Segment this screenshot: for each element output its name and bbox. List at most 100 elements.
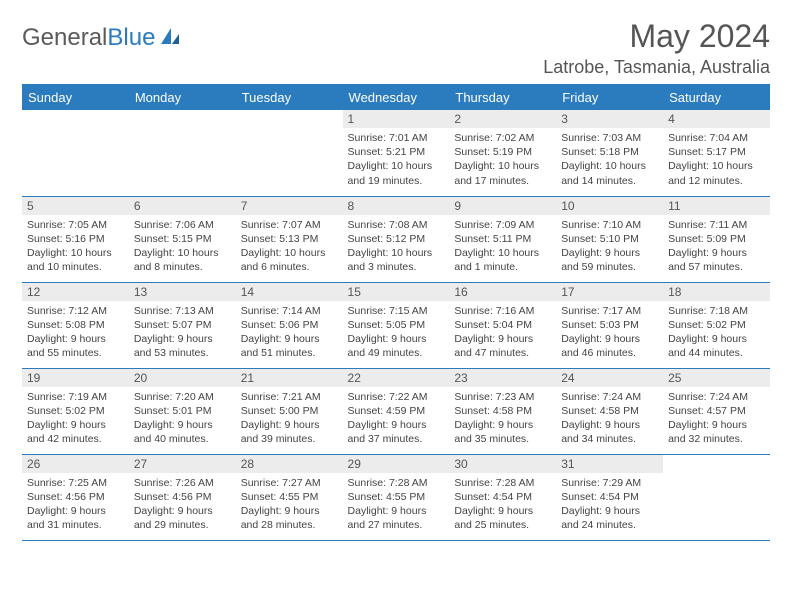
calendar-week: 26Sunrise: 7:25 AMSunset: 4:56 PMDayligh… xyxy=(22,454,770,540)
sunset-text: Sunset: 5:06 PM xyxy=(241,318,338,332)
day-info: Sunrise: 7:24 AMSunset: 4:58 PMDaylight:… xyxy=(556,387,663,451)
sunrise-text: Sunrise: 7:24 AM xyxy=(561,390,658,404)
col-monday: Monday xyxy=(129,85,236,111)
sunset-text: Sunset: 4:54 PM xyxy=(561,490,658,504)
sunset-text: Sunset: 4:56 PM xyxy=(27,490,124,504)
daylight-text: Daylight: 9 hours and 53 minutes. xyxy=(134,332,231,360)
sunset-text: Sunset: 5:01 PM xyxy=(134,404,231,418)
day-info: Sunrise: 7:14 AMSunset: 5:06 PMDaylight:… xyxy=(236,301,343,365)
daylight-text: Daylight: 9 hours and 42 minutes. xyxy=(27,418,124,446)
calendar-week: 5Sunrise: 7:05 AMSunset: 5:16 PMDaylight… xyxy=(22,196,770,282)
day-info: Sunrise: 7:16 AMSunset: 5:04 PMDaylight:… xyxy=(449,301,556,365)
day-info: Sunrise: 7:28 AMSunset: 4:55 PMDaylight:… xyxy=(343,473,450,537)
daylight-text: Daylight: 10 hours and 6 minutes. xyxy=(241,246,338,274)
sunset-text: Sunset: 5:15 PM xyxy=(134,232,231,246)
calendar-cell: 27Sunrise: 7:26 AMSunset: 4:56 PMDayligh… xyxy=(129,454,236,540)
col-saturday: Saturday xyxy=(663,85,770,111)
day-number: 21 xyxy=(236,369,343,387)
daylight-text: Daylight: 9 hours and 37 minutes. xyxy=(348,418,445,446)
daylight-text: Daylight: 9 hours and 59 minutes. xyxy=(561,246,658,274)
day-info: Sunrise: 7:10 AMSunset: 5:10 PMDaylight:… xyxy=(556,215,663,279)
day-number: 3 xyxy=(556,110,663,128)
day-info: Sunrise: 7:06 AMSunset: 5:15 PMDaylight:… xyxy=(129,215,236,279)
sunrise-text: Sunrise: 7:21 AM xyxy=(241,390,338,404)
daylight-text: Daylight: 9 hours and 35 minutes. xyxy=(454,418,551,446)
calendar-cell: 1Sunrise: 7:01 AMSunset: 5:21 PMDaylight… xyxy=(343,110,450,196)
daylight-text: Daylight: 9 hours and 24 minutes. xyxy=(561,504,658,532)
sunrise-text: Sunrise: 7:20 AM xyxy=(134,390,231,404)
sunrise-text: Sunrise: 7:23 AM xyxy=(454,390,551,404)
month-title: May 2024 xyxy=(543,18,770,55)
calendar-cell: 4Sunrise: 7:04 AMSunset: 5:17 PMDaylight… xyxy=(663,110,770,196)
calendar-cell: 20Sunrise: 7:20 AMSunset: 5:01 PMDayligh… xyxy=(129,368,236,454)
col-thursday: Thursday xyxy=(449,85,556,111)
calendar-table: Sunday Monday Tuesday Wednesday Thursday… xyxy=(22,84,770,541)
sunrise-text: Sunrise: 7:01 AM xyxy=(348,131,445,145)
sunrise-text: Sunrise: 7:22 AM xyxy=(348,390,445,404)
calendar-cell: 7Sunrise: 7:07 AMSunset: 5:13 PMDaylight… xyxy=(236,196,343,282)
day-number: 7 xyxy=(236,197,343,215)
location: Latrobe, Tasmania, Australia xyxy=(543,57,770,78)
day-info: Sunrise: 7:24 AMSunset: 4:57 PMDaylight:… xyxy=(663,387,770,451)
calendar-cell xyxy=(22,110,129,196)
daylight-text: Daylight: 10 hours and 3 minutes. xyxy=(348,246,445,274)
daylight-text: Daylight: 9 hours and 46 minutes. xyxy=(561,332,658,360)
daylight-text: Daylight: 9 hours and 32 minutes. xyxy=(668,418,765,446)
sunset-text: Sunset: 5:09 PM xyxy=(668,232,765,246)
sunrise-text: Sunrise: 7:14 AM xyxy=(241,304,338,318)
day-info: Sunrise: 7:03 AMSunset: 5:18 PMDaylight:… xyxy=(556,128,663,192)
day-number: 28 xyxy=(236,455,343,473)
sunset-text: Sunset: 5:18 PM xyxy=(561,145,658,159)
calendar-cell: 12Sunrise: 7:12 AMSunset: 5:08 PMDayligh… xyxy=(22,282,129,368)
daylight-text: Daylight: 9 hours and 47 minutes. xyxy=(454,332,551,360)
calendar-cell: 2Sunrise: 7:02 AMSunset: 5:19 PMDaylight… xyxy=(449,110,556,196)
sunrise-text: Sunrise: 7:09 AM xyxy=(454,218,551,232)
calendar-cell: 24Sunrise: 7:24 AMSunset: 4:58 PMDayligh… xyxy=(556,368,663,454)
day-number: 12 xyxy=(22,283,129,301)
day-number: 25 xyxy=(663,369,770,387)
day-number: 13 xyxy=(129,283,236,301)
daylight-text: Daylight: 10 hours and 17 minutes. xyxy=(454,159,551,187)
sunrise-text: Sunrise: 7:17 AM xyxy=(561,304,658,318)
calendar-cell: 19Sunrise: 7:19 AMSunset: 5:02 PMDayligh… xyxy=(22,368,129,454)
sunrise-text: Sunrise: 7:18 AM xyxy=(668,304,765,318)
day-number: 31 xyxy=(556,455,663,473)
logo-part1: General xyxy=(22,24,107,51)
day-info: Sunrise: 7:15 AMSunset: 5:05 PMDaylight:… xyxy=(343,301,450,365)
sunset-text: Sunset: 4:55 PM xyxy=(348,490,445,504)
daylight-text: Daylight: 9 hours and 29 minutes. xyxy=(134,504,231,532)
calendar-cell: 23 Sunrise: 7:23 AMSunset: 4:58 PMDayligh… xyxy=(449,368,556,454)
day-info: Sunrise: 7:19 AMSunset: 5:02 PMDaylight:… xyxy=(22,387,129,451)
day-number: 24 xyxy=(556,369,663,387)
col-wednesday: Wednesday xyxy=(343,85,450,111)
logo-part2: Blue xyxy=(107,24,155,51)
sunrise-text: Sunrise: 7:12 AM xyxy=(27,304,124,318)
sunrise-text: Sunrise: 7:04 AM xyxy=(668,131,765,145)
calendar-cell: 9Sunrise: 7:09 AMSunset: 5:11 PMDaylight… xyxy=(449,196,556,282)
sunrise-text: Sunrise: 7:28 AM xyxy=(348,476,445,490)
calendar-cell: 21Sunrise: 7:21 AMSunset: 5:00 PMDayligh… xyxy=(236,368,343,454)
daylight-text: Daylight: 9 hours and 25 minutes. xyxy=(454,504,551,532)
calendar-cell: 18Sunrise: 7:18 AMSunset: 5:02 PMDayligh… xyxy=(663,282,770,368)
daylight-text: Daylight: 9 hours and 40 minutes. xyxy=(134,418,231,446)
daylight-text: Daylight: 9 hours and 31 minutes. xyxy=(27,504,124,532)
sunset-text: Sunset: 4:58 PM xyxy=(454,404,551,418)
calendar-cell: 28Sunrise: 7:27 AMSunset: 4:55 PMDayligh… xyxy=(236,454,343,540)
calendar-cell: 15Sunrise: 7:15 AMSunset: 5:05 PMDayligh… xyxy=(343,282,450,368)
day-number: 17 xyxy=(556,283,663,301)
calendar-cell: 5Sunrise: 7:05 AMSunset: 5:16 PMDaylight… xyxy=(22,196,129,282)
sunset-text: Sunset: 4:57 PM xyxy=(668,404,765,418)
day-number: 8 xyxy=(343,197,450,215)
daylight-text: Daylight: 9 hours and 39 minutes. xyxy=(241,418,338,446)
sunrise-text: Sunrise: 7:05 AM xyxy=(27,218,124,232)
sunset-text: Sunset: 4:59 PM xyxy=(348,404,445,418)
day-info: Sunrise: 7:01 AMSunset: 5:21 PMDaylight:… xyxy=(343,128,450,192)
day-number: 6 xyxy=(129,197,236,215)
day-info: Sunrise: 7:20 AMSunset: 5:01 PMDaylight:… xyxy=(129,387,236,451)
day-number: 23 xyxy=(449,369,556,387)
sunset-text: Sunset: 4:54 PM xyxy=(454,490,551,504)
sunset-text: Sunset: 5:21 PM xyxy=(348,145,445,159)
sunrise-text: Sunrise: 7:08 AM xyxy=(348,218,445,232)
calendar-cell: 25Sunrise: 7:24 AMSunset: 4:57 PMDayligh… xyxy=(663,368,770,454)
header: GeneralBlue May 2024 Latrobe, Tasmania, … xyxy=(22,18,770,78)
